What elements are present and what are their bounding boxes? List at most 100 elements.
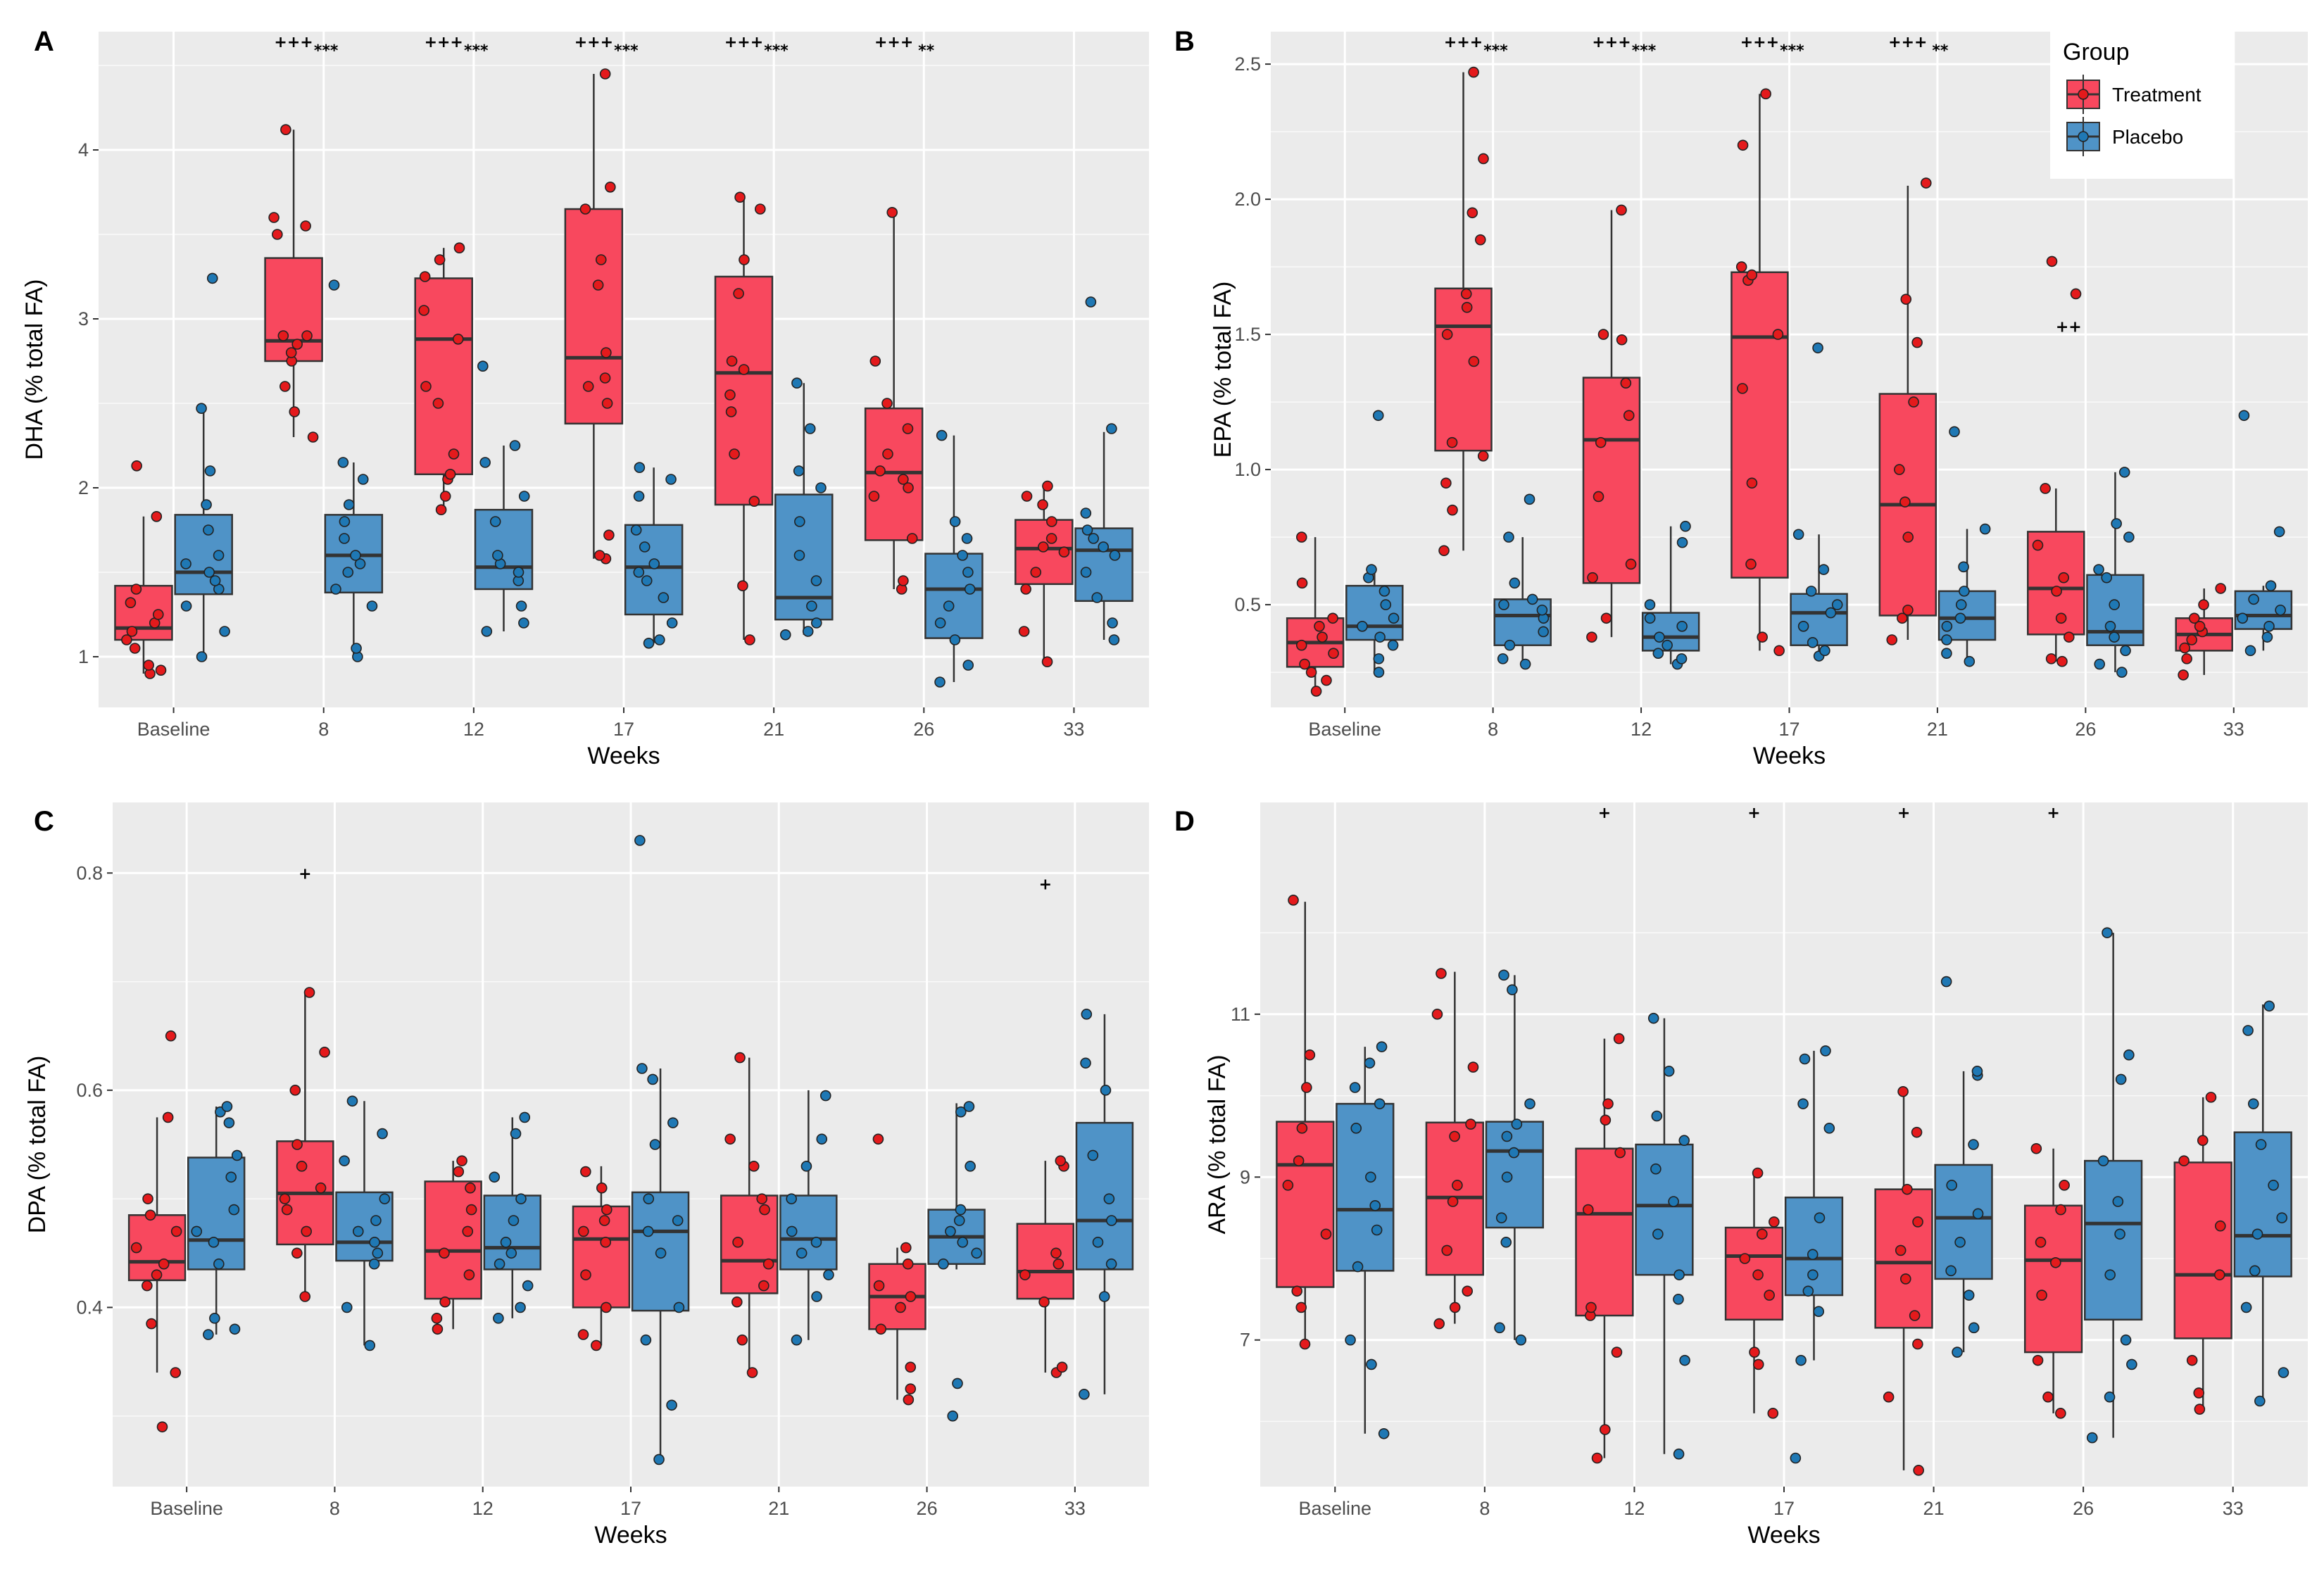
data-point bbox=[736, 1334, 748, 1346]
data-point bbox=[642, 1225, 654, 1237]
placebo-box-26 bbox=[927, 1101, 986, 1422]
significance-treatment: + bbox=[1897, 805, 1910, 822]
treatment-box-Baseline bbox=[1286, 531, 1345, 697]
significance-treatment: +++ bbox=[1888, 34, 1927, 51]
box-iqr bbox=[1934, 1164, 1993, 1280]
data-point bbox=[204, 465, 216, 477]
placebo-box-33 bbox=[1074, 296, 1133, 645]
data-point bbox=[786, 1225, 798, 1237]
data-point bbox=[2178, 1155, 2190, 1166]
data-point bbox=[804, 423, 816, 434]
data-point bbox=[739, 254, 750, 265]
data-point bbox=[1350, 1123, 1362, 1134]
data-point bbox=[268, 212, 279, 223]
data-point bbox=[279, 381, 291, 392]
y-tick-label: 2.5 bbox=[1234, 53, 1261, 75]
data-point bbox=[1792, 529, 1804, 541]
data-point bbox=[1745, 558, 1757, 570]
data-point bbox=[726, 355, 738, 367]
data-point bbox=[1080, 567, 1092, 578]
data-point bbox=[369, 1237, 380, 1248]
y-tick-label: 1.0 bbox=[1234, 459, 1261, 480]
x-tick-label: 33 bbox=[1064, 1498, 1086, 1519]
data-point bbox=[1735, 261, 1747, 272]
x-axis-label: Weeks bbox=[587, 743, 660, 769]
y-tick-label: 3 bbox=[78, 308, 89, 329]
data-point bbox=[633, 567, 645, 578]
data-point bbox=[1372, 410, 1384, 422]
data-point bbox=[1045, 533, 1057, 544]
treatment-box-21 bbox=[1878, 177, 1937, 645]
data-point bbox=[1478, 153, 1489, 165]
data-point bbox=[641, 575, 653, 586]
data-point bbox=[1595, 436, 1607, 448]
placebo-box-Baseline bbox=[1345, 410, 1404, 678]
data-point bbox=[1447, 504, 1458, 516]
data-point bbox=[2179, 642, 2190, 654]
data-point bbox=[1963, 1290, 1975, 1301]
data-point bbox=[2254, 1395, 2266, 1407]
data-point bbox=[1098, 1291, 1110, 1302]
data-point bbox=[603, 529, 615, 541]
data-point bbox=[462, 1225, 474, 1237]
data-point bbox=[605, 181, 616, 193]
data-point bbox=[201, 499, 212, 510]
placebo-box-8 bbox=[1485, 969, 1545, 1346]
data-point bbox=[1623, 410, 1635, 422]
data-point bbox=[2251, 1228, 2263, 1240]
data-point bbox=[162, 1111, 174, 1123]
data-point bbox=[955, 1106, 967, 1118]
treatment-box-33 bbox=[2173, 1092, 2232, 1415]
data-point bbox=[2194, 620, 2206, 632]
data-point bbox=[368, 1258, 380, 1270]
data-point bbox=[895, 1301, 906, 1313]
data-point bbox=[1291, 1285, 1303, 1297]
data-point bbox=[1295, 1301, 1307, 1313]
data-point bbox=[957, 550, 968, 561]
data-point bbox=[737, 580, 748, 592]
data-point bbox=[673, 1301, 685, 1313]
data-point bbox=[1507, 984, 1518, 995]
data-point bbox=[1282, 1180, 1294, 1191]
data-point bbox=[2035, 1237, 2047, 1248]
data-point bbox=[1819, 645, 1830, 657]
data-point bbox=[1020, 584, 1031, 595]
data-point bbox=[873, 1280, 885, 1292]
data-point bbox=[301, 1225, 312, 1237]
data-point bbox=[500, 1237, 512, 1248]
data-point bbox=[1452, 1180, 1463, 1191]
data-point bbox=[868, 491, 880, 502]
data-point bbox=[1764, 1290, 1775, 1301]
data-point bbox=[151, 1269, 163, 1280]
data-point bbox=[1912, 1216, 1923, 1228]
data-point bbox=[1652, 1228, 1664, 1240]
data-point bbox=[1374, 1098, 1386, 1109]
data-point bbox=[2248, 593, 2259, 605]
data-point bbox=[639, 541, 651, 553]
data-point bbox=[1467, 1061, 1479, 1073]
data-point bbox=[1897, 612, 1908, 624]
data-point bbox=[213, 1258, 225, 1270]
data-point bbox=[330, 584, 341, 595]
data-point bbox=[1511, 1118, 1523, 1130]
data-point bbox=[1902, 1183, 1913, 1195]
data-point bbox=[328, 279, 340, 291]
data-point bbox=[1799, 1053, 1811, 1065]
data-point bbox=[1103, 1193, 1115, 1204]
data-point bbox=[724, 389, 736, 401]
treatment-box-17 bbox=[1731, 88, 1789, 657]
data-point bbox=[1460, 288, 1472, 300]
data-point bbox=[1387, 639, 1399, 651]
data-point bbox=[1964, 655, 1976, 667]
data-point bbox=[2120, 645, 2131, 657]
data-point bbox=[291, 339, 303, 350]
data-point bbox=[1440, 477, 1452, 489]
box-iqr bbox=[1635, 1143, 1694, 1276]
data-point bbox=[144, 1209, 156, 1221]
data-point bbox=[1899, 496, 1911, 508]
x-tick-label: 12 bbox=[1631, 719, 1652, 740]
data-point bbox=[758, 1280, 770, 1292]
y-tick-label: 1 bbox=[78, 646, 89, 667]
x-tick-label: 17 bbox=[620, 1498, 641, 1519]
data-point bbox=[508, 1215, 520, 1226]
